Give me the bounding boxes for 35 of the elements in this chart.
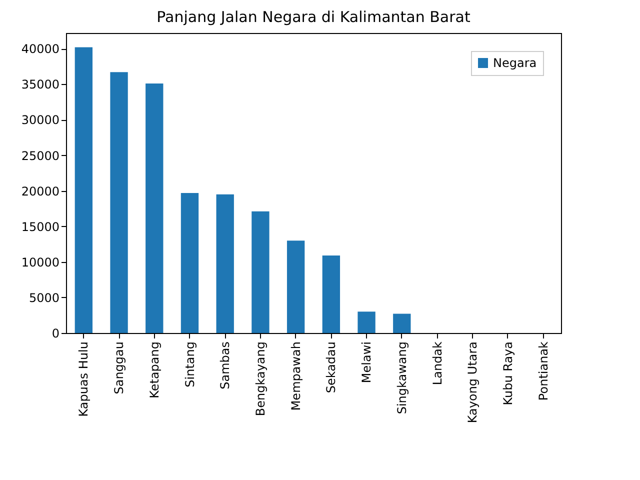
bar (358, 312, 376, 333)
legend-label: Negara (493, 56, 537, 70)
bar (393, 314, 411, 333)
bar (286, 240, 305, 333)
y-tick-label: 15000 (21, 220, 60, 234)
y-tick-label: 5000 (28, 290, 60, 305)
x-tick-label: Landak (430, 341, 444, 386)
x-tick-label: Kayong Utara (466, 342, 480, 424)
x-tick-label: Bengkayang (253, 342, 268, 416)
bar (322, 256, 340, 333)
bar (180, 192, 199, 333)
x-tick-label: Singkawang (394, 342, 409, 414)
bar (146, 83, 164, 333)
y-tick-label: 30000 (21, 113, 60, 128)
x-tick-label: Pontianak (536, 341, 550, 401)
bar (110, 72, 128, 333)
x-tick-label: Melawi (360, 342, 374, 384)
bar (74, 47, 93, 333)
y-tick-label: 25000 (21, 148, 60, 163)
y-tick-label: 0 (52, 326, 60, 340)
x-tick-label: Sintang (182, 342, 197, 388)
bar (216, 194, 234, 333)
x-tick-label: Mempawah (288, 342, 303, 411)
x-tick-label: Sanggau (112, 342, 126, 394)
y-tick-label: 20000 (21, 184, 60, 198)
bar (252, 211, 270, 333)
y-tick-label: 35000 (21, 78, 60, 92)
y-tick-label: 40000 (21, 42, 60, 56)
x-tick-label: Ketapang (147, 342, 162, 398)
x-tick-label: Sekadau (324, 342, 338, 394)
x-tick-label: Kubu Raya (500, 342, 515, 406)
x-tick-label: Sambas (218, 342, 232, 390)
chart-title: Panjang Jalan Negara di Kalimantan Barat (156, 8, 470, 26)
y-tick-label: 10000 (21, 255, 60, 270)
x-tick-label: Kapuas Hulu (76, 342, 91, 417)
